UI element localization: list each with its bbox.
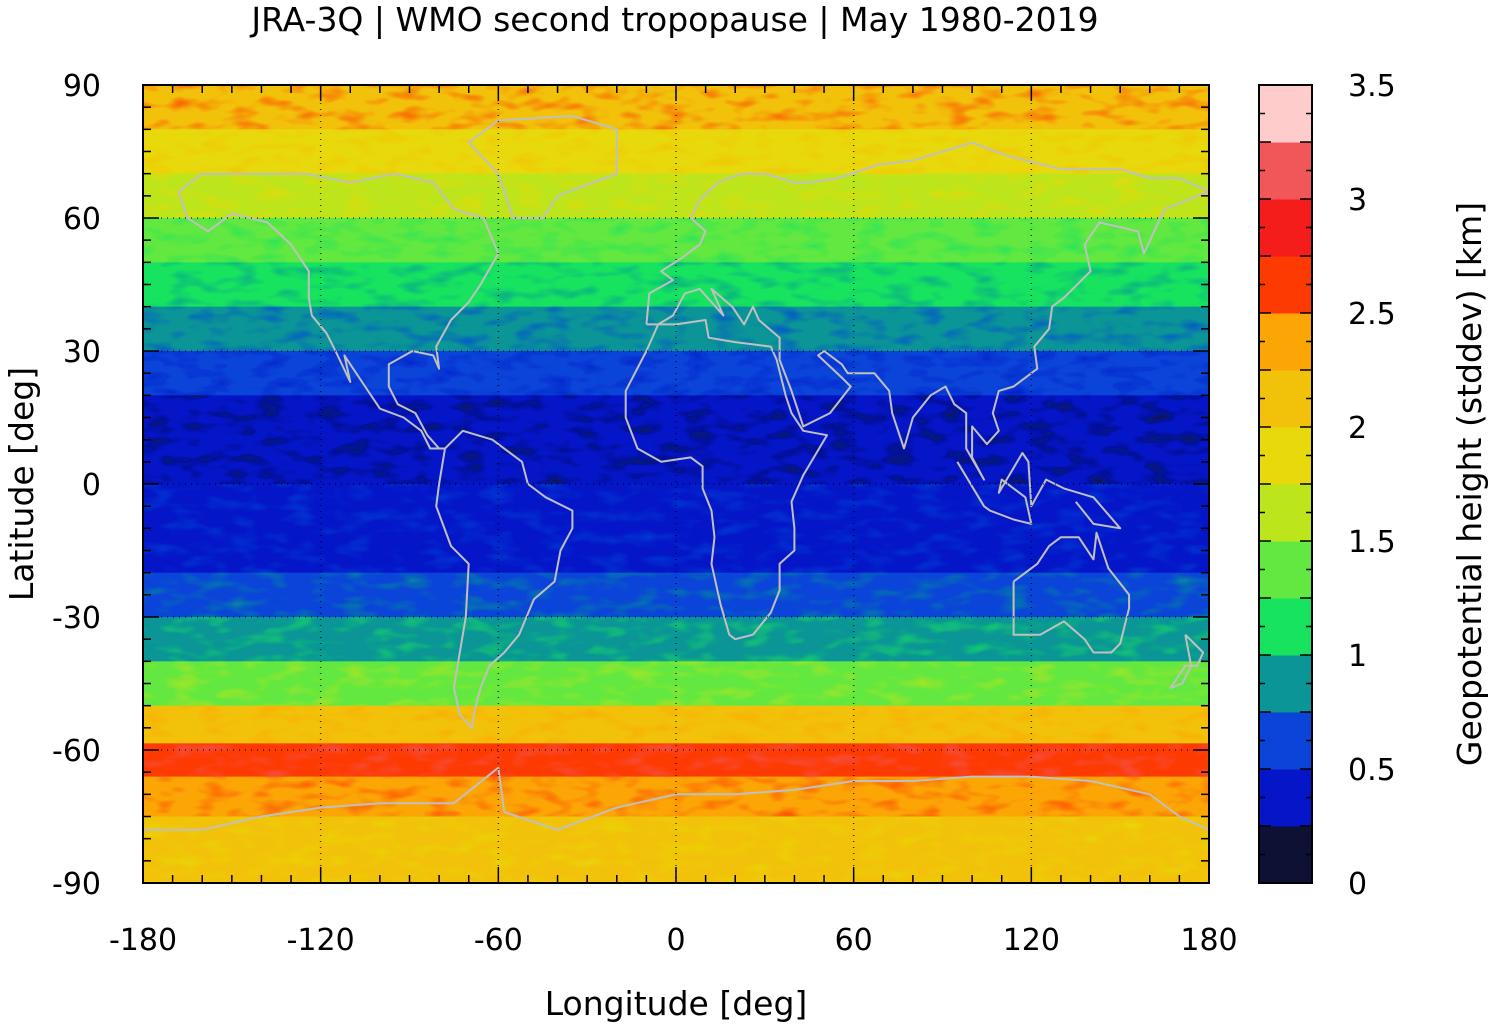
colorbar [1259, 84, 1312, 884]
field-speckle [143, 484, 1209, 529]
plot-area [143, 85, 1209, 883]
field-speckle [143, 617, 1209, 662]
coastline-asia-east [646, 190, 1209, 481]
colorbar-segment [1259, 484, 1312, 542]
coastline-south-america [435, 429, 574, 729]
axis-ticks [142, 84, 1210, 884]
colorbar-tick-label: 2 [1348, 411, 1367, 446]
colorbar-segment [1259, 598, 1312, 656]
colorbar-tick-label: 2.5 [1348, 297, 1396, 332]
coastline-antarctica [143, 766, 1209, 831]
colorbar-tick-label: 1.5 [1348, 525, 1396, 560]
coastline-north-america-west [177, 191, 445, 450]
colorbar-label: Geopotential height (stddev) [km] [1450, 202, 1489, 766]
colorbar-segment [1259, 313, 1312, 371]
colorbar-segment [1259, 769, 1312, 827]
grid-lines [143, 85, 1209, 883]
field-speckle [143, 743, 1209, 778]
colorbar-segment [1259, 256, 1312, 314]
colorbar-segment [1259, 85, 1312, 143]
x-axis-label: Longitude [deg] [545, 984, 808, 1023]
colorbar-segment [1259, 370, 1312, 428]
x-tick-label: 60 [835, 923, 873, 958]
colorbar-segment [1259, 541, 1312, 599]
field-speckle [143, 776, 1209, 817]
field-speckle [143, 661, 1209, 707]
y-tick-label: -60 [52, 734, 101, 769]
coastline-eurasia [645, 141, 1209, 325]
x-tick-label: -180 [109, 923, 177, 958]
coastline-indonesia [956, 452, 1122, 530]
field-speckle [143, 439, 1209, 485]
coastline-africa [624, 319, 828, 641]
y-tick-label: -90 [52, 867, 101, 902]
colorbar-tick-label: 1 [1348, 639, 1367, 674]
y-tick-label: 90 [63, 69, 101, 104]
x-tick-label: 0 [666, 923, 685, 958]
y-tick-label: -30 [52, 601, 101, 636]
field-speckle [143, 262, 1209, 308]
colorbar-segment [1259, 199, 1312, 257]
y-tick-label: 60 [63, 202, 101, 237]
colorbar-tick-label: 3.5 [1348, 69, 1396, 104]
field-speckle [143, 705, 1209, 744]
colorbar-tick-label: 0 [1348, 867, 1367, 902]
coastline-greenland [467, 115, 618, 219]
field-speckle [143, 395, 1209, 441]
colorbar-tick-labels: 0 0.5 1 1.5 2 2.5 3 3.5 [1348, 69, 1396, 902]
colorbar-segment [1259, 712, 1312, 770]
field-speckle [143, 816, 1209, 857]
y-axis-tick-labels: 90 60 30 0 -30 -60 -90 [52, 69, 101, 902]
x-axis-tick-labels: -180 -120 -60 0 60 120 180 [109, 923, 1238, 958]
y-tick-label: 0 [82, 468, 101, 503]
field-speckle [143, 218, 1209, 263]
x-tick-label: 180 [1180, 923, 1237, 958]
colorbar-tick-label: 0.5 [1348, 753, 1396, 788]
colorbar-segment [1259, 655, 1312, 713]
colorbar-segment [1259, 142, 1312, 200]
colorbar-tick-label: 3 [1348, 183, 1367, 218]
coastlines [143, 115, 1209, 831]
field-speckle [143, 306, 1209, 352]
coastline-north-america [177, 172, 500, 450]
y-tick-label: 30 [63, 335, 101, 370]
y-axis-label: Latitude [deg] [2, 367, 41, 601]
colorbar-segment [1259, 826, 1312, 884]
coastline-new-zealand [1169, 633, 1205, 689]
x-tick-label: -60 [474, 923, 523, 958]
coastline-australia [1012, 531, 1131, 654]
x-tick-label: 120 [1003, 923, 1060, 958]
chart-title: JRA-3Q | WMO second tropopause | May 198… [249, 0, 1098, 39]
colorbar-segment [1259, 427, 1312, 485]
x-tick-label: -120 [287, 923, 355, 958]
colorbar-frame [1258, 84, 1313, 884]
